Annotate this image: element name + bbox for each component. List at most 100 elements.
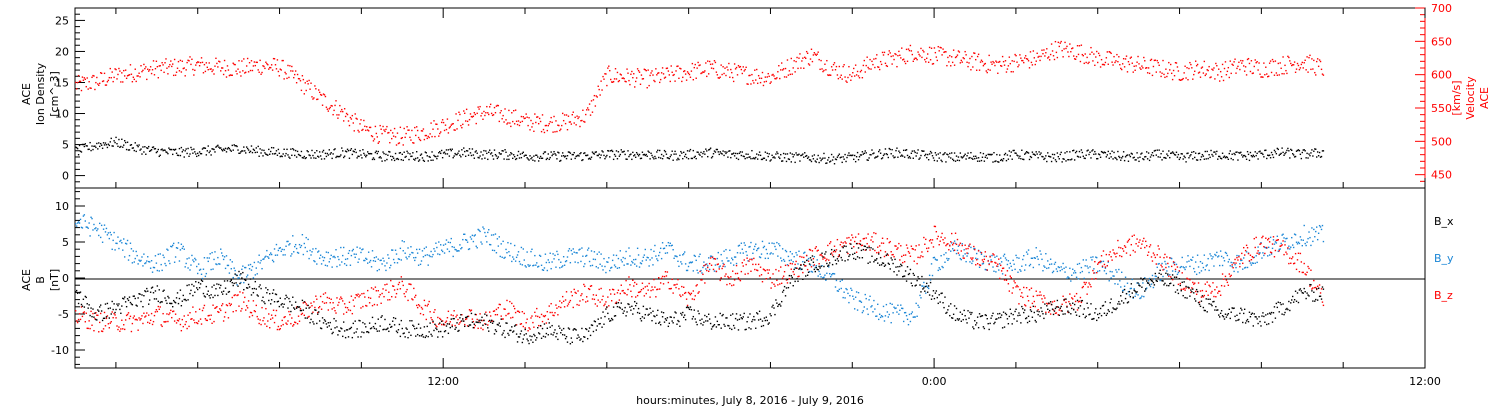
density-series-point	[234, 145, 236, 147]
velocity-series-point	[371, 135, 374, 138]
density-series-point	[1110, 156, 1112, 158]
velocity-series-point	[886, 65, 889, 68]
velocity-series-point	[77, 74, 80, 77]
by-series-point	[219, 263, 221, 265]
bz-series-point	[594, 303, 597, 305]
density-series-point	[850, 154, 852, 156]
by-series-point	[910, 312, 913, 315]
density-series-point	[1229, 150, 1231, 152]
density-series-point	[1080, 149, 1083, 151]
density-series-point	[323, 158, 326, 160]
velocity-series-point	[1267, 75, 1269, 78]
velocity-series-point	[1306, 56, 1308, 58]
density-series-point	[1199, 158, 1202, 161]
velocity-series-point	[1024, 57, 1026, 59]
bz-series-point	[411, 298, 413, 300]
density-series-point	[521, 152, 524, 155]
bz-series-point	[791, 263, 793, 265]
density-series-point	[349, 149, 352, 152]
by-series-point	[522, 248, 525, 250]
density-series-point	[788, 158, 791, 161]
velocity-series-point	[1240, 59, 1242, 62]
density-series-point	[1186, 152, 1188, 155]
density-series-point	[792, 156, 794, 158]
by-series-point	[551, 261, 553, 263]
by-series-point	[189, 269, 191, 271]
by-series-point	[248, 268, 251, 270]
by-series-point	[365, 257, 367, 260]
density-series-point	[632, 151, 634, 154]
velocity-series-point	[797, 67, 799, 70]
density-series-point	[518, 157, 521, 159]
velocity-series-point	[915, 57, 917, 60]
density-series-point	[1297, 149, 1300, 151]
bz-series-point	[282, 323, 284, 326]
bz-series-point	[491, 320, 494, 322]
density-series-point	[504, 149, 506, 151]
bz-series-point	[275, 309, 278, 312]
density-series-point	[423, 160, 426, 162]
velocity-series-point	[1200, 67, 1203, 69]
density-series-point	[1249, 151, 1252, 154]
velocity-series-point	[740, 68, 743, 71]
velocity-series-point	[1180, 79, 1182, 81]
density-series-point	[745, 153, 747, 155]
density-series-point	[935, 154, 938, 156]
by-series-point	[75, 223, 77, 225]
bz-series-point	[569, 299, 572, 302]
velocity-series-point	[477, 106, 479, 108]
by-series-point	[657, 259, 659, 262]
by-series-point	[932, 257, 935, 259]
by-series-point	[445, 239, 448, 241]
velocity-series-point	[859, 71, 862, 73]
density-series-point	[91, 145, 93, 147]
by-series-point	[752, 252, 754, 255]
density-series-point	[1137, 157, 1139, 159]
by-series-point	[690, 261, 693, 264]
density-series-point	[716, 148, 719, 151]
velocity-series-point	[271, 69, 274, 71]
density-series-point	[1293, 156, 1296, 158]
by-series-point	[303, 242, 306, 245]
by-series-point	[518, 260, 521, 263]
bz-series-point	[104, 325, 107, 327]
by-series-point	[1321, 224, 1324, 227]
bz-series-point	[674, 284, 676, 286]
density-series-point	[1312, 155, 1314, 157]
density-series-point	[112, 145, 114, 147]
velocity-series-point	[1006, 68, 1009, 70]
by-series-point	[601, 265, 603, 267]
velocity-series-point	[212, 69, 214, 71]
by-series-point	[1239, 263, 1241, 265]
velocity-series-point	[305, 89, 307, 92]
velocity-series-point	[829, 74, 832, 76]
velocity-series-point	[406, 126, 408, 128]
density-series-point	[438, 152, 440, 154]
by-series-point	[433, 248, 435, 250]
density-series-point	[734, 152, 737, 155]
density-series-point	[229, 149, 232, 151]
bz-series-point	[256, 315, 258, 318]
by-series-point	[426, 254, 428, 256]
velocity-series-point	[898, 50, 900, 53]
by-series-point	[214, 251, 216, 253]
by-series-point	[537, 266, 539, 268]
density-series-point	[436, 157, 438, 160]
velocity-series-point	[239, 71, 241, 73]
velocity-series-point	[832, 63, 835, 66]
bz-series-point	[759, 266, 762, 268]
velocity-series-point	[813, 51, 816, 54]
bz-series-point	[662, 283, 665, 285]
by-series-point	[725, 248, 727, 251]
by-series-point	[282, 254, 284, 256]
bz-series-point	[243, 301, 245, 303]
velocity-series-point	[639, 83, 642, 85]
velocity-series-point	[123, 75, 126, 77]
density-series-point	[245, 152, 247, 154]
density-series-point	[197, 154, 200, 157]
legend-by: B_y	[1434, 252, 1454, 265]
by-series-point	[520, 246, 523, 249]
bz-series-point	[238, 305, 240, 307]
bz-series-point	[677, 278, 679, 281]
by-series-point	[1168, 266, 1170, 268]
